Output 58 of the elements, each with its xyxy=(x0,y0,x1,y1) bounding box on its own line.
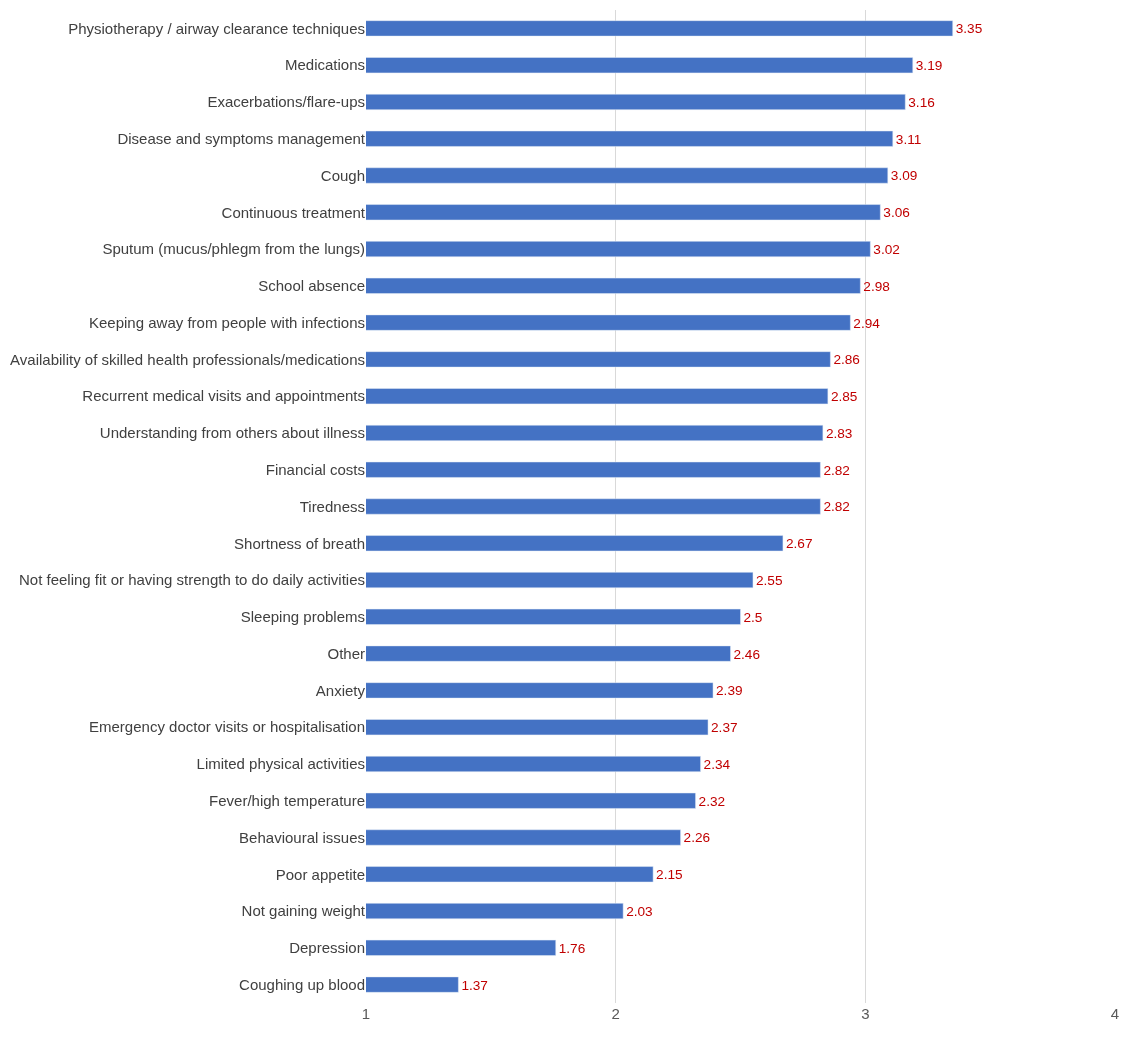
y-tick-label: Understanding from others about illness xyxy=(99,424,365,442)
x-tick-label: 1 xyxy=(361,1005,371,1022)
data-label: 2.98 xyxy=(863,278,890,294)
y-tick-label: Tiredness xyxy=(299,497,365,515)
data-label: 2.39 xyxy=(716,683,743,699)
y-tick-label: Depression xyxy=(289,939,365,957)
data-label: 2.5 xyxy=(743,609,763,625)
y-tick-label: Sputum (mucus/phlegm from the lungs) xyxy=(102,240,365,258)
data-label: 3.19 xyxy=(915,58,943,74)
data-label: 2.15 xyxy=(656,867,683,883)
data-label: 1.76 xyxy=(558,940,586,956)
y-tick-label: Continuous treatment xyxy=(221,203,366,221)
data-label: 3.02 xyxy=(873,242,900,258)
y-tick-label: Recurrent medical visits and appointments xyxy=(82,387,365,405)
y-tick-label: Poor appetite xyxy=(275,865,365,883)
y-tick-label: Medications xyxy=(284,56,365,74)
y-tick-label: Financial costs xyxy=(265,460,365,478)
data-label: 2.37 xyxy=(711,720,738,736)
y-tick-label: Emergency doctor visits or hospitalisation xyxy=(89,718,365,736)
y-tick-label: Cough xyxy=(320,166,365,184)
data-label: 2.55 xyxy=(755,573,783,589)
data-label: 2.32 xyxy=(698,793,726,809)
data-label: 2.83 xyxy=(825,425,853,441)
x-tick-label: 2 xyxy=(611,1005,620,1022)
data-label: 2.67 xyxy=(785,536,813,552)
y-tick-label: Coughing up blood xyxy=(239,975,365,993)
data-label: 2.94 xyxy=(853,315,881,331)
y-tick-label: Keeping away from people with infections xyxy=(89,313,365,331)
data-label: 3.11 xyxy=(895,131,922,147)
data-label: 2.26 xyxy=(683,830,711,846)
data-label: 2.85 xyxy=(830,389,858,405)
data-label: 2.82 xyxy=(823,462,850,478)
x-tick-label: 4 xyxy=(1110,1005,1120,1022)
y-tick-label: Availability of skilled health professionals/medications xyxy=(10,350,365,368)
data-label: 2.82 xyxy=(823,499,850,515)
data-label: 3.09 xyxy=(890,168,918,184)
y-tick-label: Not feeling fit or having strength to do daily activities xyxy=(18,571,365,589)
data-label: 3.06 xyxy=(883,205,910,221)
data-label: 2.46 xyxy=(733,646,761,662)
y-tick-label: Anxiety xyxy=(315,681,366,699)
y-tick-label: School absence xyxy=(258,277,365,295)
data-label: 1.37 xyxy=(461,977,488,993)
data-label: 2.86 xyxy=(833,352,860,368)
y-tick-label: Limited physical activities xyxy=(196,755,365,773)
y-tick-label: Fever/high temperature xyxy=(209,791,365,809)
x-tick-label: 3 xyxy=(861,1005,870,1022)
y-tick-label: Disease and symptoms management xyxy=(117,129,366,147)
y-tick-label: Exacerbations/flare-ups xyxy=(207,93,365,111)
y-tick-label: Sleeping problems xyxy=(240,608,365,626)
data-label: 3.35 xyxy=(955,21,983,37)
data-label: 2.34 xyxy=(703,756,731,772)
y-tick-label: Behavioural issues xyxy=(239,828,365,846)
y-tick-label: Other xyxy=(327,644,365,662)
y-tick-label: Shortness of breath xyxy=(234,534,365,552)
y-tick-label: Physiotherapy / airway clearance techniques xyxy=(68,19,365,37)
data-label: 3.16 xyxy=(908,94,935,110)
y-tick-label: Not gaining weight xyxy=(241,902,366,920)
data-label: 2.03 xyxy=(626,904,653,920)
